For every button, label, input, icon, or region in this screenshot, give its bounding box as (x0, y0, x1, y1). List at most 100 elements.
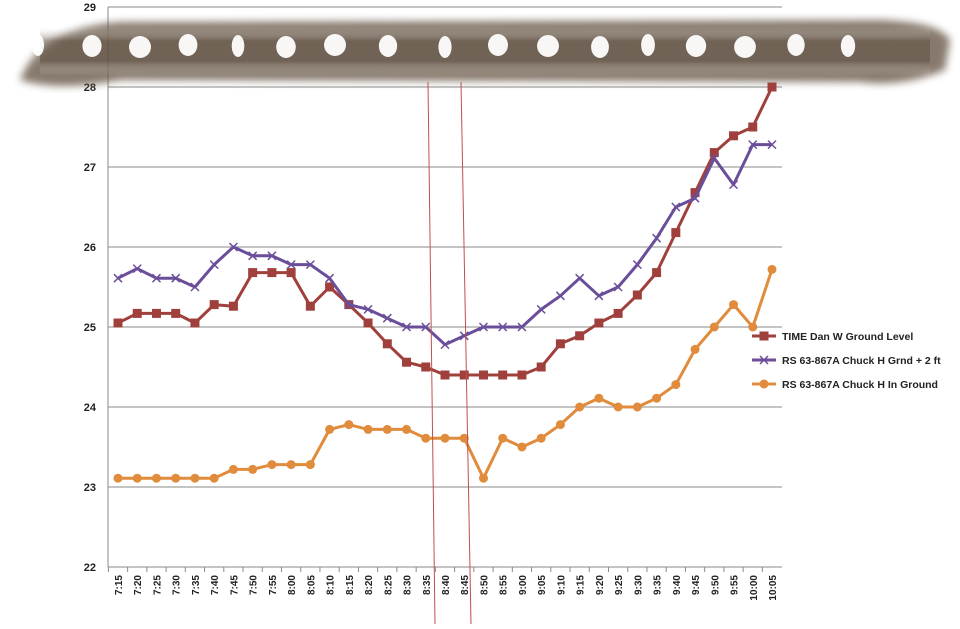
legend-label: TIME Dan W Ground Level (782, 331, 913, 343)
cursor-line-right (460, 81, 472, 625)
data-point-square (729, 131, 739, 141)
x-tick-label: 10:05 (768, 575, 779, 601)
x-tick-label: 9:45 (691, 575, 702, 595)
x-tick-label: 9:30 (633, 575, 644, 595)
data-point-square (632, 290, 642, 300)
data-point-x (113, 273, 123, 283)
data-point-square (363, 318, 373, 328)
film-strip-hole (178, 34, 198, 56)
film-strip-hole (641, 34, 655, 56)
data-point-circle (729, 300, 739, 310)
legend-entry: RS 63-867A Chuck H In Ground (752, 379, 938, 391)
data-point-square (555, 339, 565, 349)
data-point-circle (498, 433, 508, 443)
data-point-square (267, 268, 277, 278)
data-point-x (555, 291, 565, 301)
x-tick-label: 9:20 (595, 575, 606, 595)
data-point-x (421, 322, 431, 332)
film-strip-hole (129, 36, 151, 58)
y-tick-label: 27 (84, 162, 96, 174)
data-point-square (286, 268, 296, 278)
data-point-circle (536, 433, 546, 443)
data-point-circle (613, 402, 623, 412)
data-point-x (709, 153, 719, 163)
y-tick-label: 23 (84, 482, 96, 494)
data-point-x (132, 264, 142, 274)
legend-marker (759, 331, 769, 341)
data-point-square (190, 318, 200, 328)
data-point-circle (709, 322, 719, 332)
data-point-x (632, 260, 642, 270)
x-tick-label: 9:05 (537, 575, 548, 595)
x-tick-label: 8:35 (422, 575, 433, 595)
data-point-circle (555, 420, 565, 430)
data-point-x (459, 331, 469, 341)
data-point-square (228, 301, 238, 311)
film-strip-hole (438, 36, 452, 58)
data-point-x (690, 193, 700, 203)
data-point-x (248, 251, 258, 261)
data-point-square (594, 318, 604, 328)
data-point-x (594, 291, 604, 301)
film-strip-hole (685, 35, 707, 57)
series-2 (113, 140, 777, 350)
x-tick-label: 7:40 (210, 575, 221, 595)
data-point-x (536, 304, 546, 314)
data-point-circle (748, 322, 758, 332)
data-point-circle (209, 473, 219, 483)
data-point-x (228, 242, 238, 252)
data-point-circle (344, 420, 354, 430)
data-point-circle (228, 464, 238, 474)
data-point-square (613, 308, 623, 318)
film-strip-hole (32, 34, 44, 56)
data-point-x (209, 260, 219, 270)
x-tick-label: 8:55 (499, 575, 510, 595)
cursor-lines (427, 81, 472, 625)
data-point-x (401, 322, 412, 332)
data-point-x (575, 273, 585, 283)
x-tick-label: 9:15 (576, 575, 587, 595)
data-point-x (325, 273, 335, 283)
data-point-circle (517, 442, 527, 452)
film-strip-hole (488, 34, 508, 56)
data-point-x (171, 273, 181, 283)
data-point-circle (402, 424, 412, 434)
data-point-circle (690, 344, 700, 354)
x-tick-label: 9:25 (614, 575, 625, 595)
data-point-square (671, 228, 681, 238)
legend: TIME Dan W Ground Level RS 63-867A Chuck … (752, 331, 941, 391)
legend-marker (759, 379, 769, 389)
x-tick-label: 9:50 (710, 575, 721, 595)
data-point-circle (478, 473, 488, 483)
data-point-square (209, 300, 219, 310)
data-point-square (382, 339, 392, 349)
x-tick-label: 8:30 (403, 575, 414, 595)
x-tick-label: 7:30 (172, 575, 183, 595)
x-tick-label: 8:20 (364, 575, 375, 595)
film-strip-hole (276, 36, 296, 58)
legend-marker (759, 355, 769, 365)
series-layer (113, 82, 777, 483)
legend-label: RS 63-867A Chuck H In Ground (782, 379, 938, 391)
data-point-square (248, 268, 258, 278)
data-point-square (767, 82, 777, 92)
film-strip-hole (591, 36, 609, 58)
data-point-circle (190, 473, 200, 483)
data-point-circle (767, 264, 777, 274)
film-strip-overlay (20, 20, 950, 86)
data-point-x (151, 273, 162, 283)
x-tick-label: 9:10 (556, 575, 567, 595)
legend-label: RS 63-867A Chuck H Grnd + 2 ft (782, 355, 941, 367)
film-strip-hole (378, 35, 398, 57)
y-tick-label: 22 (84, 562, 96, 574)
x-tick-label: 9:55 (730, 575, 741, 595)
x-tick-label: 7:20 (133, 575, 144, 595)
data-point-circle (248, 464, 258, 474)
x-tick-label: 7:25 (152, 575, 163, 595)
data-point-square (498, 370, 508, 380)
x-tick-label: 7:35 (191, 575, 202, 595)
data-point-square (748, 122, 758, 132)
series-1 (113, 82, 777, 380)
x-tick-label: 8:50 (479, 575, 490, 595)
